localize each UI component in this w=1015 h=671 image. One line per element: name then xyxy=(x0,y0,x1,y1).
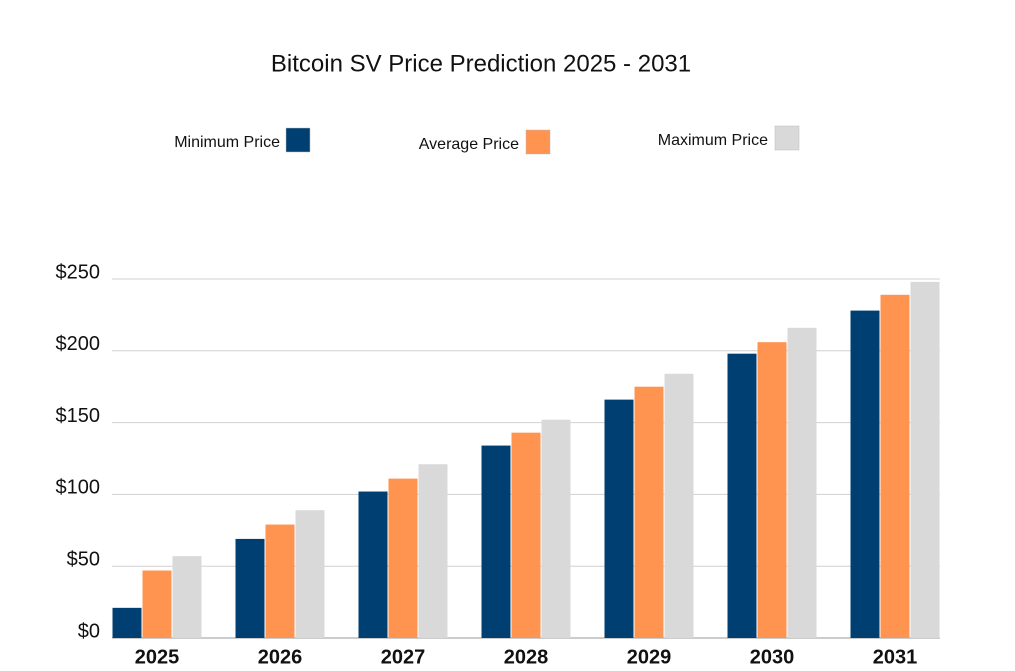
x-tick-label: 2027 xyxy=(381,646,426,668)
bar xyxy=(142,570,172,638)
x-tick-label: 2026 xyxy=(258,646,303,668)
y-tick-label: $200 xyxy=(56,333,101,355)
bar xyxy=(757,342,787,638)
bar xyxy=(727,353,757,638)
y-tick-label: $100 xyxy=(56,477,101,499)
bar xyxy=(481,445,511,638)
x-tick-label: 2029 xyxy=(627,646,672,668)
legend-swatch xyxy=(774,125,800,151)
bar xyxy=(388,478,418,638)
bar xyxy=(265,524,295,638)
bar xyxy=(235,538,265,638)
legend-swatch xyxy=(525,129,551,155)
bar xyxy=(511,432,541,638)
bar xyxy=(634,386,664,638)
bar xyxy=(910,281,940,638)
x-tick-label: 2025 xyxy=(135,646,180,668)
legend-label: Minimum Price xyxy=(174,134,280,151)
bar xyxy=(787,327,817,638)
y-tick-label: $250 xyxy=(56,261,101,283)
legend-label: Maximum Price xyxy=(658,132,768,149)
bar xyxy=(172,556,202,638)
bar xyxy=(418,464,448,638)
bar xyxy=(664,373,694,638)
bar xyxy=(295,510,325,638)
legend-swatch xyxy=(285,127,311,153)
y-tick-label: $150 xyxy=(56,405,101,427)
x-tick-label: 2031 xyxy=(873,646,918,668)
y-tick-label: $0 xyxy=(78,620,100,642)
bar xyxy=(850,310,880,638)
x-tick-label: 2030 xyxy=(750,646,795,668)
chart-title: Bitcoin SV Price Prediction 2025 - 2031 xyxy=(271,50,691,77)
bar xyxy=(112,607,142,638)
bar xyxy=(541,419,571,638)
x-tick-label: 2028 xyxy=(504,646,549,668)
bar xyxy=(880,294,910,638)
legend-label: Average Price xyxy=(419,136,519,153)
bar xyxy=(604,399,634,638)
y-tick-label: $50 xyxy=(67,548,100,570)
bar xyxy=(358,491,388,638)
